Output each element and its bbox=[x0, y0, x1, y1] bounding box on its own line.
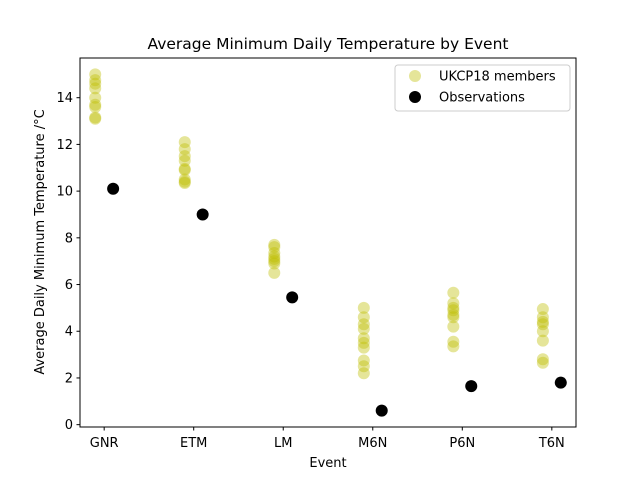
ukcp18-member-point bbox=[357, 336, 370, 349]
ukcp18-member-point bbox=[536, 353, 549, 366]
ukcp18-member-point bbox=[178, 175, 191, 188]
ukcp18-member-point bbox=[536, 311, 549, 324]
x-tick-label-etm: ETM bbox=[180, 436, 207, 451]
ukcp18-member-point bbox=[357, 322, 370, 335]
observation-point bbox=[465, 380, 478, 393]
x-axis: GNR ETM LM M6N P6N T6N bbox=[90, 427, 565, 451]
ukcp18-member-point bbox=[447, 335, 460, 348]
ukcp18-member-point bbox=[447, 301, 460, 314]
legend-marker-observations bbox=[409, 91, 421, 103]
x-tick-label-m6n: M6N bbox=[358, 436, 387, 451]
ukcp18-member-point bbox=[536, 318, 549, 331]
ukcp18-member-point bbox=[447, 311, 460, 324]
ukcp18-member-point bbox=[178, 154, 191, 167]
ukcp18-member-point bbox=[357, 318, 370, 331]
legend-label-observations: Observations bbox=[439, 91, 525, 106]
ukcp18-member-point bbox=[268, 241, 281, 254]
ukcp18-member-point bbox=[178, 162, 191, 175]
ukcp18-member-point bbox=[268, 266, 281, 279]
ukcp18-member-point bbox=[89, 77, 102, 90]
legend-marker-ukcp18 bbox=[409, 70, 421, 82]
ukcp18-member-point bbox=[447, 304, 460, 317]
y-tick-label: 6 bbox=[65, 278, 73, 293]
ukcp18-member-point bbox=[178, 164, 191, 177]
ukcp18-member-point bbox=[357, 367, 370, 380]
data-points bbox=[89, 68, 567, 417]
ukcp18-member-point bbox=[357, 301, 370, 314]
ukcp18-member-point bbox=[89, 101, 102, 114]
ukcp18-member-point bbox=[268, 257, 281, 270]
ukcp18-member-point bbox=[536, 303, 549, 316]
ukcp18-member-point bbox=[447, 308, 460, 321]
y-tick-label: 4 bbox=[65, 325, 73, 340]
y-axis-title: Average Daily Minimum Temperature /°C bbox=[33, 109, 48, 374]
x-axis-title: Event bbox=[309, 456, 346, 471]
ukcp18-member-point bbox=[89, 112, 102, 125]
legend[interactable]: UKCP18 members Observations bbox=[394, 64, 571, 112]
ukcp18-member-point bbox=[89, 82, 102, 95]
ukcp18-member-point bbox=[268, 238, 281, 251]
ukcp18-member-point bbox=[536, 315, 549, 328]
ukcp18-member-point bbox=[357, 354, 370, 367]
y-tick-label: 12 bbox=[56, 138, 73, 153]
ukcp18-member-point bbox=[268, 250, 281, 263]
plot-area bbox=[79, 57, 577, 428]
y-axis: 0 2 4 6 8 10 12 14 bbox=[56, 91, 80, 433]
ukcp18-member-point bbox=[268, 255, 281, 268]
observation-point bbox=[107, 182, 120, 195]
ukcp18-member-point bbox=[268, 247, 281, 260]
observation-point bbox=[196, 208, 209, 221]
x-tick-label-lm: LM bbox=[274, 436, 292, 451]
observation-point bbox=[286, 291, 299, 304]
y-tick-label: 14 bbox=[56, 91, 73, 106]
observation-point bbox=[554, 376, 567, 389]
legend-label-ukcp18: UKCP18 members bbox=[439, 70, 556, 85]
y-tick-label: 8 bbox=[65, 231, 73, 246]
ukcp18-member-point bbox=[357, 332, 370, 345]
ukcp18-member-point bbox=[89, 74, 102, 87]
ukcp18-member-point bbox=[536, 356, 549, 369]
observation-point bbox=[375, 404, 388, 417]
y-tick-label: 2 bbox=[65, 371, 73, 386]
ukcp18-member-point bbox=[447, 286, 460, 299]
ukcp18-member-point bbox=[447, 320, 460, 333]
ukcp18-member-point bbox=[178, 136, 191, 149]
ukcp18-member-point bbox=[89, 98, 102, 111]
ukcp18-member-point bbox=[178, 143, 191, 156]
ukcp18-member-point bbox=[536, 334, 549, 347]
ukcp18-member-point bbox=[178, 173, 191, 186]
ukcp18-member-point bbox=[357, 360, 370, 373]
legend-box bbox=[394, 64, 571, 112]
y-tick-label: 10 bbox=[56, 185, 73, 200]
ukcp18-member-point bbox=[447, 340, 460, 353]
x-tick-label-gnr: GNR bbox=[90, 436, 119, 451]
ukcp18-member-point bbox=[89, 91, 102, 104]
ukcp18-member-point bbox=[357, 341, 370, 354]
ukcp18-member-point bbox=[536, 325, 549, 338]
ukcp18-member-point bbox=[447, 297, 460, 310]
ukcp18-member-point bbox=[89, 111, 102, 124]
ukcp18-member-point bbox=[268, 252, 281, 265]
ukcp18-member-point bbox=[178, 150, 191, 163]
chart-title: Average Minimum Daily Temperature by Eve… bbox=[148, 35, 509, 53]
ukcp18-member-point bbox=[357, 311, 370, 324]
ukcp18-member-point bbox=[89, 68, 102, 81]
y-tick-label: 0 bbox=[65, 418, 73, 433]
x-tick-label-t6n: T6N bbox=[538, 436, 565, 451]
ukcp18-member-point bbox=[178, 176, 191, 189]
x-tick-label-p6n: P6N bbox=[449, 436, 475, 451]
